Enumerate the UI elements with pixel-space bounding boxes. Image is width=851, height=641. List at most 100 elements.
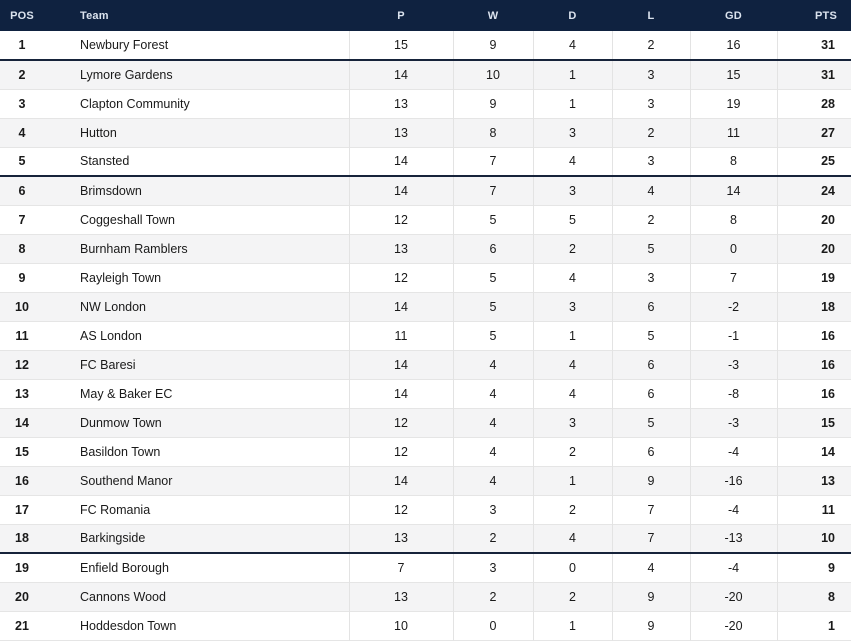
team-name[interactable]: Southend Manor (80, 473, 173, 488)
played-cell: 13 (348, 89, 453, 118)
table-row[interactable]: 1 Newbury Forest 15 9 4 2 16 31 (0, 31, 851, 60)
team-name[interactable]: Enfield Borough (80, 560, 169, 575)
table-row[interactable]: 10 NW London 14 5 3 6 -2 18 (0, 292, 851, 321)
played-cell: 13 (348, 582, 453, 611)
team-name[interactable]: Rayleigh Town (80, 270, 162, 285)
goal-difference-cell: 7 (689, 263, 777, 292)
position-cell: 1 (18, 38, 26, 52)
team-name[interactable]: FC Romania (80, 502, 151, 517)
wins-cell: 4 (452, 379, 533, 408)
wins-cell: 8 (452, 118, 533, 147)
points-cell: 28 (776, 89, 851, 118)
table-row[interactable]: 8 Burnham Ramblers 13 6 2 5 0 20 (0, 234, 851, 263)
league-table-body: 1 Newbury Forest 15 9 4 2 16 31 2 Lymore Gardens 1… (0, 31, 851, 640)
draws-cell: 4 (532, 147, 612, 176)
played-cell: 15 (348, 31, 453, 60)
wins-cell: 5 (452, 321, 533, 350)
position-cell: 14 (15, 415, 29, 430)
wins-cell: 4 (452, 350, 533, 379)
position-cell: 17 (15, 502, 29, 517)
team-name[interactable]: May & Baker EC (80, 386, 173, 401)
points-cell: 24 (776, 176, 851, 205)
team-name[interactable]: Newbury Forest (80, 38, 169, 52)
losses-cell: 5 (611, 408, 690, 437)
header-wins: W (453, 0, 533, 31)
wins-cell: 7 (452, 147, 533, 176)
position-cell: 21 (15, 618, 29, 633)
team-name[interactable]: Burnham Ramblers (80, 241, 188, 256)
team-name[interactable]: Brimsdown (80, 183, 142, 198)
team-name[interactable]: Cannons Wood (80, 589, 166, 604)
draws-cell: 2 (532, 234, 612, 263)
table-row[interactable]: 5 Stansted 14 7 4 3 8 25 (0, 147, 851, 176)
draws-cell: 2 (532, 582, 612, 611)
wins-cell: 9 (452, 31, 533, 60)
team-name[interactable]: Hoddesdon Town (80, 618, 177, 633)
table-row[interactable]: 14 Dunmow Town 12 4 3 5 -3 15 (0, 408, 851, 437)
draws-cell: 5 (532, 205, 612, 234)
table-row[interactable]: 18 Barkingside 13 2 4 7 -13 10 (0, 524, 851, 553)
team-name[interactable]: Stansted (80, 154, 130, 169)
losses-cell: 4 (611, 176, 690, 205)
losses-cell: 7 (611, 524, 690, 553)
goal-difference-cell: 8 (689, 205, 777, 234)
team-name[interactable]: Lymore Gardens (80, 67, 173, 82)
played-cell: 14 (348, 466, 453, 495)
draws-cell: 2 (532, 495, 612, 524)
goal-difference-cell: 16 (689, 31, 777, 60)
goal-difference-cell: -4 (689, 495, 777, 524)
table-header: POS Team P W D L GD PTS (0, 0, 851, 31)
points-cell: 9 (776, 553, 851, 582)
table-row[interactable]: 11 AS London 11 5 1 5 -1 16 (0, 321, 851, 350)
goal-difference-cell: 11 (689, 118, 777, 147)
draws-cell: 4 (532, 379, 612, 408)
points-cell: 16 (776, 350, 851, 379)
played-cell: 12 (348, 263, 453, 292)
wins-cell: 0 (452, 611, 533, 640)
wins-cell: 2 (452, 524, 533, 553)
team-name[interactable]: Barkingside (80, 531, 146, 546)
team-name[interactable]: Coggeshall Town (80, 212, 175, 227)
draws-cell: 4 (532, 263, 612, 292)
table-row[interactable]: 7 Coggeshall Town 12 5 5 2 8 20 (0, 205, 851, 234)
team-name[interactable]: Clapton Community (80, 96, 190, 111)
table-row[interactable]: 13 May & Baker EC 14 4 4 6 -8 16 (0, 379, 851, 408)
points-cell: 31 (776, 60, 851, 89)
goal-difference-cell: -4 (689, 553, 777, 582)
draws-cell: 3 (532, 118, 612, 147)
losses-cell: 6 (611, 437, 690, 466)
losses-cell: 2 (611, 31, 690, 60)
table-row[interactable]: 20 Cannons Wood 13 2 2 9 -20 8 (0, 582, 851, 611)
losses-cell: 6 (611, 350, 690, 379)
team-name[interactable]: FC Baresi (80, 357, 136, 372)
team-name[interactable]: Hutton (80, 125, 117, 140)
played-cell: 14 (348, 379, 453, 408)
wins-cell: 4 (452, 437, 533, 466)
table-row[interactable]: 3 Clapton Community 13 9 1 3 19 28 (0, 89, 851, 118)
goal-difference-cell: -8 (689, 379, 777, 408)
table-row[interactable]: 19 Enfield Borough 7 3 0 4 -4 9 (0, 553, 851, 582)
team-name[interactable]: Basildon Town (80, 444, 161, 459)
losses-cell: 3 (611, 147, 690, 176)
draws-cell: 2 (532, 437, 612, 466)
played-cell: 14 (348, 350, 453, 379)
goal-difference-cell: -1 (689, 321, 777, 350)
position-cell: 13 (15, 386, 29, 401)
team-name[interactable]: AS London (80, 328, 142, 343)
table-row[interactable]: 9 Rayleigh Town 12 5 4 3 7 19 (0, 263, 851, 292)
team-name[interactable]: Dunmow Town (80, 415, 162, 430)
table-row[interactable]: 6 Brimsdown 14 7 3 4 14 24 (0, 176, 851, 205)
table-row[interactable]: 2 Lymore Gardens 14 10 1 3 15 31 (0, 60, 851, 89)
points-cell: 31 (776, 31, 851, 60)
header-losses: L (612, 0, 690, 31)
team-name[interactable]: NW London (80, 299, 147, 314)
table-row[interactable]: 21 Hoddesdon Town 10 0 1 9 -20 1 (0, 611, 851, 640)
table-row[interactable]: 15 Basildon Town 12 4 2 6 -4 14 (0, 437, 851, 466)
losses-cell: 3 (611, 263, 690, 292)
table-row[interactable]: 17 FC Romania 12 3 2 7 -4 11 (0, 495, 851, 524)
table-row[interactable]: 4 Hutton 13 8 3 2 11 27 (0, 118, 851, 147)
table-row[interactable]: 16 Southend Manor 14 4 1 9 -16 13 (0, 466, 851, 495)
position-cell: 15 (15, 444, 29, 459)
table-row[interactable]: 12 FC Baresi 14 4 4 6 -3 16 (0, 350, 851, 379)
